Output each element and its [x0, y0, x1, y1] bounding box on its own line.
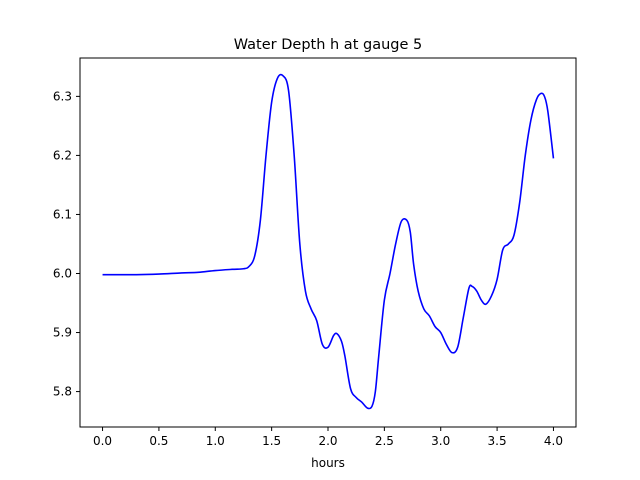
x-tick-label: 2.0 — [318, 434, 337, 448]
x-axis: 0.0 0.5 1.0 1.5 2.0 2.5 3.0 3.5 4.0 — [93, 427, 563, 448]
x-axis-label: hours — [311, 456, 345, 470]
y-tick-label: 6.3 — [53, 89, 72, 103]
x-tick-label: 4.0 — [544, 434, 563, 448]
x-tick-label: 3.0 — [431, 434, 450, 448]
plot-area — [102, 73, 555, 410]
y-tick-label: 5.9 — [53, 326, 72, 340]
y-tick-label: 6.2 — [53, 148, 72, 162]
x-tick-label: 2.5 — [375, 434, 394, 448]
series-line-0 — [102, 73, 555, 410]
y-tick-label: 6.1 — [53, 207, 72, 221]
x-tick-label: 1.5 — [262, 434, 281, 448]
x-tick-label: 3.5 — [488, 434, 507, 448]
x-tick-label: 1.0 — [206, 434, 225, 448]
chart-title: Water Depth h at gauge 5 — [234, 37, 422, 53]
y-tick-label: 5.8 — [53, 385, 72, 399]
x-tick-label: 0.5 — [149, 434, 168, 448]
y-tick-label: 6.0 — [53, 266, 72, 280]
x-tick-label: 0.0 — [93, 434, 112, 448]
y-axis: 5.8 5.9 6.0 6.1 6.2 6.3 — [53, 89, 80, 399]
